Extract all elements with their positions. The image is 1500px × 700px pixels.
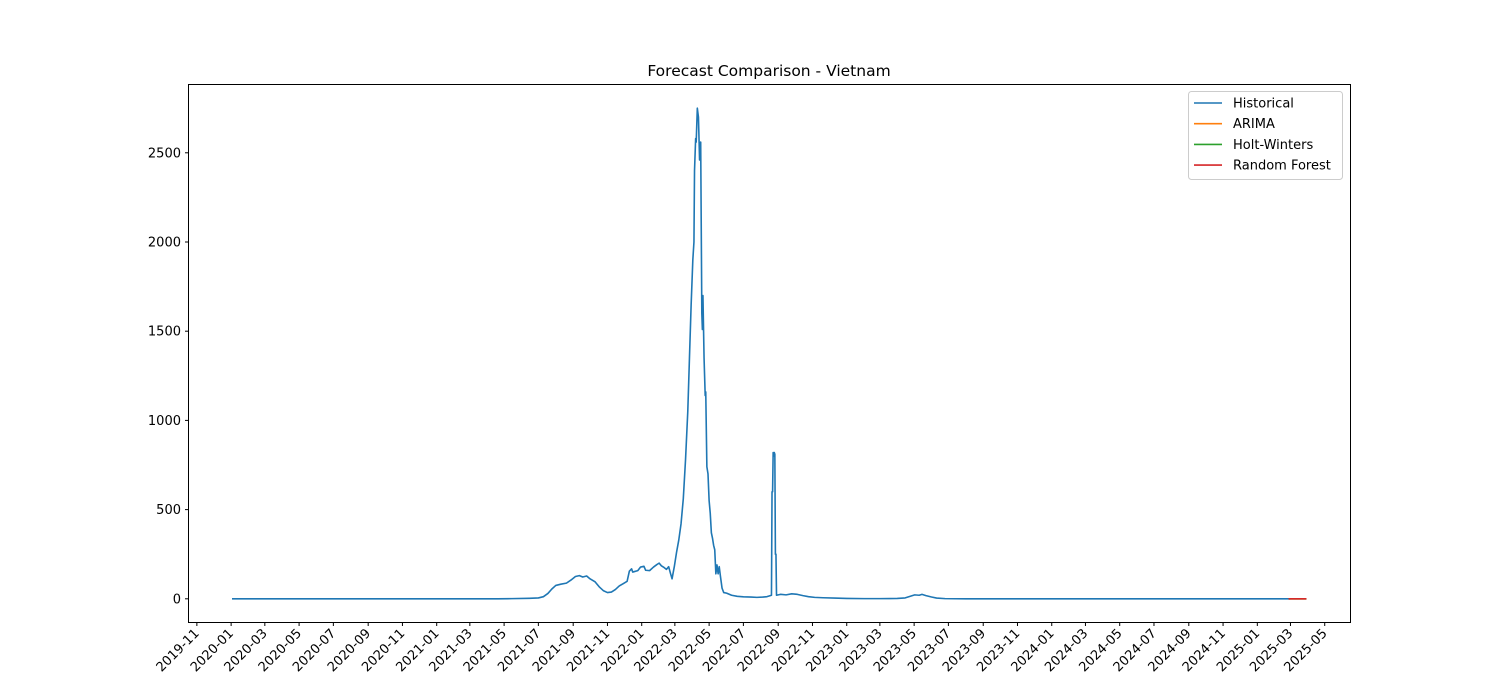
legend-label: ARIMA [1233, 117, 1275, 132]
legend-box [1188, 91, 1343, 180]
legend-label: Historical [1233, 97, 1294, 112]
y-tick-label: 0 [173, 592, 181, 607]
y-tick-label: 1500 [148, 325, 181, 340]
y-tick-label: 1000 [148, 414, 181, 429]
legend: Historical ARIMA Holt-Winters Random Forest [1188, 91, 1343, 180]
series-line-historical [232, 107, 1291, 600]
chart-title: Forecast Comparison - Vietnam [647, 62, 890, 80]
plot-frame [188, 84, 1351, 623]
y-tick-label: 2000 [148, 235, 181, 250]
y-tick-label: 500 [156, 503, 181, 518]
legend-label: Holt-Winters [1233, 138, 1313, 153]
y-axis: 0 500 1000 1500 2000 2500 [148, 146, 189, 607]
legend-label: Random Forest [1233, 159, 1331, 174]
series-layer [232, 107, 1307, 600]
y-tick-label: 2500 [148, 146, 181, 161]
